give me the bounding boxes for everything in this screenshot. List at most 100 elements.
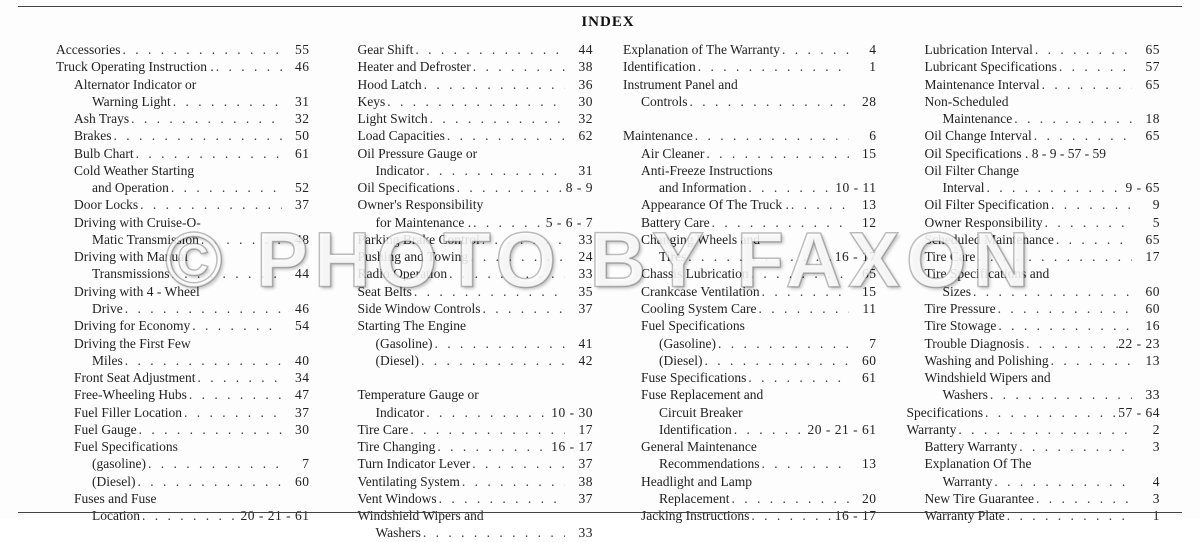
index-entry: (Gasoline)41 bbox=[340, 335, 594, 352]
leader-dots bbox=[702, 352, 848, 369]
entry-label: Fuse Specifications bbox=[641, 369, 746, 386]
entry-label: Fuel Specifications bbox=[74, 438, 178, 455]
index-entry: Air Cleaner15 bbox=[623, 145, 877, 162]
entry-page: 9 - 65 bbox=[1126, 179, 1161, 196]
index-entry: Sizes60 bbox=[907, 283, 1161, 300]
entry-label: Warranty Plate bbox=[925, 507, 1005, 524]
entry-page: 5 bbox=[1132, 214, 1160, 231]
index-entry: Ventilating System38 bbox=[340, 473, 594, 490]
index-entry: Appearance Of The Truck .13 bbox=[623, 196, 877, 213]
entry-label: Maintenance Interval bbox=[925, 76, 1040, 93]
leader-dots bbox=[704, 145, 848, 162]
entry-label: (gasoline) bbox=[92, 455, 146, 472]
leader-dots bbox=[129, 110, 281, 127]
entry-page: 16 - 17 bbox=[835, 248, 877, 265]
entry-label: Windshield Wipers and bbox=[925, 369, 1051, 386]
entry-label: Changing Wheels and bbox=[641, 231, 760, 248]
entry-label: (Gasoline) bbox=[659, 335, 716, 352]
index-entry: Miles40 bbox=[56, 352, 310, 369]
index-entry: Maintenance Interval65 bbox=[907, 76, 1161, 93]
index-entry: Maintenance18 bbox=[907, 110, 1161, 127]
leader-dots bbox=[984, 179, 1125, 196]
leader-dots bbox=[1043, 214, 1132, 231]
leader-dots bbox=[140, 507, 241, 524]
index-entry: Crankcase Ventilation15 bbox=[623, 283, 877, 300]
leader-dots bbox=[138, 196, 281, 213]
entry-label: Jacking Instructions bbox=[641, 507, 749, 524]
index-entry: Jacking Instructions16 - 17 bbox=[623, 507, 877, 524]
index-entry: Driving for Economy54 bbox=[56, 317, 310, 334]
entry-label: Oil Specifications . 8 - 9 - 57 - 59 bbox=[925, 145, 1106, 162]
entry-page: 28 bbox=[849, 93, 877, 110]
entry-label: Cooling System Care bbox=[641, 300, 757, 317]
entry-label: Owner's Responsibility bbox=[358, 196, 484, 213]
entry-label: Driving for Economy bbox=[74, 317, 190, 334]
entry-page: 38 bbox=[565, 473, 593, 490]
entry-label: Explanation of The Warranty bbox=[623, 41, 780, 58]
entry-label: Fuel Filler Location bbox=[74, 404, 182, 421]
index-entry: Battery Warranty3 bbox=[907, 438, 1161, 455]
index-entry: and Operation52 bbox=[56, 179, 310, 196]
index-entry: Location20 - 21 - 61 bbox=[56, 507, 310, 524]
index-entry: Matic Transmission48 bbox=[56, 231, 310, 248]
entry-label: Light Switch bbox=[358, 110, 428, 127]
entry-page: 16 bbox=[1132, 317, 1160, 334]
leader-dots bbox=[169, 179, 282, 196]
entry-label: Tire Pressure bbox=[925, 300, 996, 317]
index-entry: Ash Trays32 bbox=[56, 110, 310, 127]
leader-dots bbox=[749, 265, 849, 282]
entry-label: Tire Care bbox=[925, 248, 976, 265]
entry-page: 32 bbox=[565, 110, 593, 127]
entry-page: 30 bbox=[282, 421, 310, 438]
entry-label: Driving with Manual bbox=[74, 248, 188, 265]
entry-label: Washing and Polishing bbox=[925, 352, 1049, 369]
entry-label: Side Window Controls bbox=[358, 300, 481, 317]
entry-page: 31 bbox=[282, 93, 310, 110]
entry-label: Front Seat Adjustment bbox=[74, 369, 196, 386]
entry-label: (Gasoline) bbox=[376, 335, 433, 352]
leader-dots bbox=[757, 300, 849, 317]
entry-label: General Maintenance bbox=[641, 438, 757, 455]
index-entry: Tire Specifications and bbox=[907, 265, 1161, 282]
leader-dots bbox=[975, 248, 1132, 265]
index-entry: Oil Change Interval65 bbox=[907, 127, 1161, 144]
index-entry: Windshield Wipers and bbox=[340, 507, 594, 524]
entry-page: 33 bbox=[565, 524, 593, 541]
index-entry: Tire Stowage16 bbox=[907, 317, 1161, 334]
entry-page: 3 bbox=[1132, 438, 1160, 455]
index-entry: Indicator31 bbox=[340, 162, 594, 179]
entry-label: (Diesel) bbox=[659, 352, 702, 369]
index-entry: Warning Light31 bbox=[56, 93, 310, 110]
entry-label: Chassis Lubrication bbox=[641, 265, 749, 282]
index-entry: Maintenance6 bbox=[623, 127, 877, 144]
index-entry: Explanation of The Warranty4 bbox=[623, 41, 877, 58]
entry-label: Washers bbox=[376, 524, 421, 541]
entry-label: Drive bbox=[92, 300, 123, 317]
entry-page: 15 bbox=[849, 283, 877, 300]
index-entry: Tires 16 - 17 bbox=[623, 248, 877, 265]
leader-dots bbox=[688, 93, 849, 110]
entry-label: Recommendations bbox=[659, 455, 759, 472]
entry-label: Oil Filter Specification bbox=[925, 196, 1049, 213]
entry-page: 10 - 30 bbox=[551, 404, 593, 421]
entry-label: Tires bbox=[659, 248, 686, 265]
entry-label: Tire Care bbox=[358, 421, 409, 438]
index-entry: Driving with Manual bbox=[56, 248, 310, 265]
index-entry: New Tire Guarantee3 bbox=[907, 490, 1161, 507]
entry-page: 9 bbox=[1132, 196, 1160, 213]
index-entry: Trouble Diagnosis22 - 23 bbox=[907, 335, 1161, 352]
leader-dots bbox=[693, 127, 849, 144]
entry-label: Headlight and Lamp bbox=[641, 473, 752, 490]
entry-label: Owner Responsibility bbox=[925, 214, 1043, 231]
entry-label: Specifications bbox=[907, 404, 983, 421]
entry-page: 7 bbox=[282, 455, 310, 472]
index-entry: Washers33 bbox=[907, 386, 1161, 403]
entry-label: Washers bbox=[943, 386, 988, 403]
leader-dots bbox=[1012, 110, 1132, 127]
entry-label: Miles bbox=[92, 352, 123, 369]
entry-page: 65 bbox=[1132, 41, 1160, 58]
leader-dots bbox=[696, 58, 849, 75]
entry-label: Oil Change Interval bbox=[925, 127, 1032, 144]
entry-label: Cold Weather Starting bbox=[74, 162, 194, 179]
entry-page: 34 bbox=[282, 369, 310, 386]
